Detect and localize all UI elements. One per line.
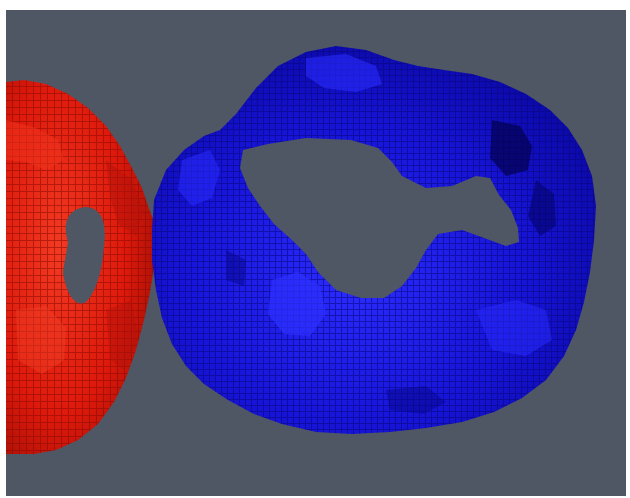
- red-voxel-torus: [6, 80, 156, 454]
- blue-voxel-ring: [152, 46, 596, 434]
- 3d-render-viewport[interactable]: [6, 10, 626, 496]
- scene-canvas: [6, 10, 626, 496]
